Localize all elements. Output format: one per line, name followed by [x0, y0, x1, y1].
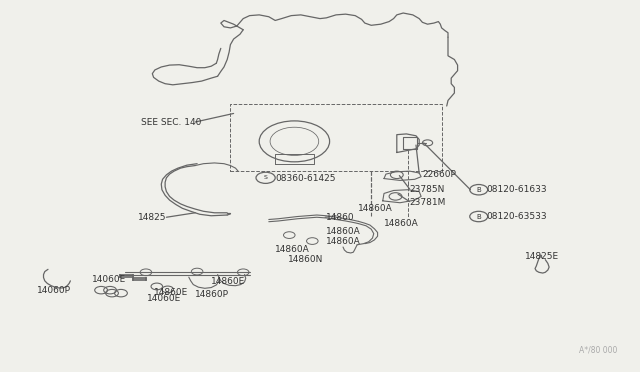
Text: 14860A: 14860A	[384, 219, 419, 228]
Text: 14860A: 14860A	[326, 237, 361, 246]
Text: A*/80 000: A*/80 000	[579, 346, 618, 355]
Text: 14060P: 14060P	[37, 286, 71, 295]
Text: 08120-63533: 08120-63533	[486, 212, 547, 221]
Text: 08360-61425: 08360-61425	[275, 174, 336, 183]
Text: B: B	[476, 214, 481, 219]
Text: 22660P: 22660P	[422, 170, 456, 179]
Text: 23781M: 23781M	[410, 198, 446, 207]
Text: 14860A: 14860A	[326, 227, 361, 236]
Text: SEE SEC. 140: SEE SEC. 140	[141, 118, 201, 127]
Text: 23785N: 23785N	[410, 185, 445, 194]
Text: 14860E: 14860E	[154, 288, 188, 296]
Text: 14860: 14860	[326, 213, 355, 222]
Text: 14825: 14825	[138, 213, 166, 222]
Text: 14060E: 14060E	[92, 275, 126, 284]
Text: 14860N: 14860N	[288, 255, 323, 264]
Text: 08120-61633: 08120-61633	[486, 185, 547, 194]
Text: 14060E: 14060E	[147, 294, 182, 303]
Text: 14860A: 14860A	[358, 204, 393, 213]
Text: 14825E: 14825E	[525, 252, 559, 261]
Text: 14860A: 14860A	[275, 246, 310, 254]
Text: 14860P: 14860P	[195, 290, 229, 299]
Text: B: B	[476, 187, 481, 193]
Text: 14860E: 14860E	[211, 278, 246, 286]
Text: S: S	[264, 175, 268, 180]
